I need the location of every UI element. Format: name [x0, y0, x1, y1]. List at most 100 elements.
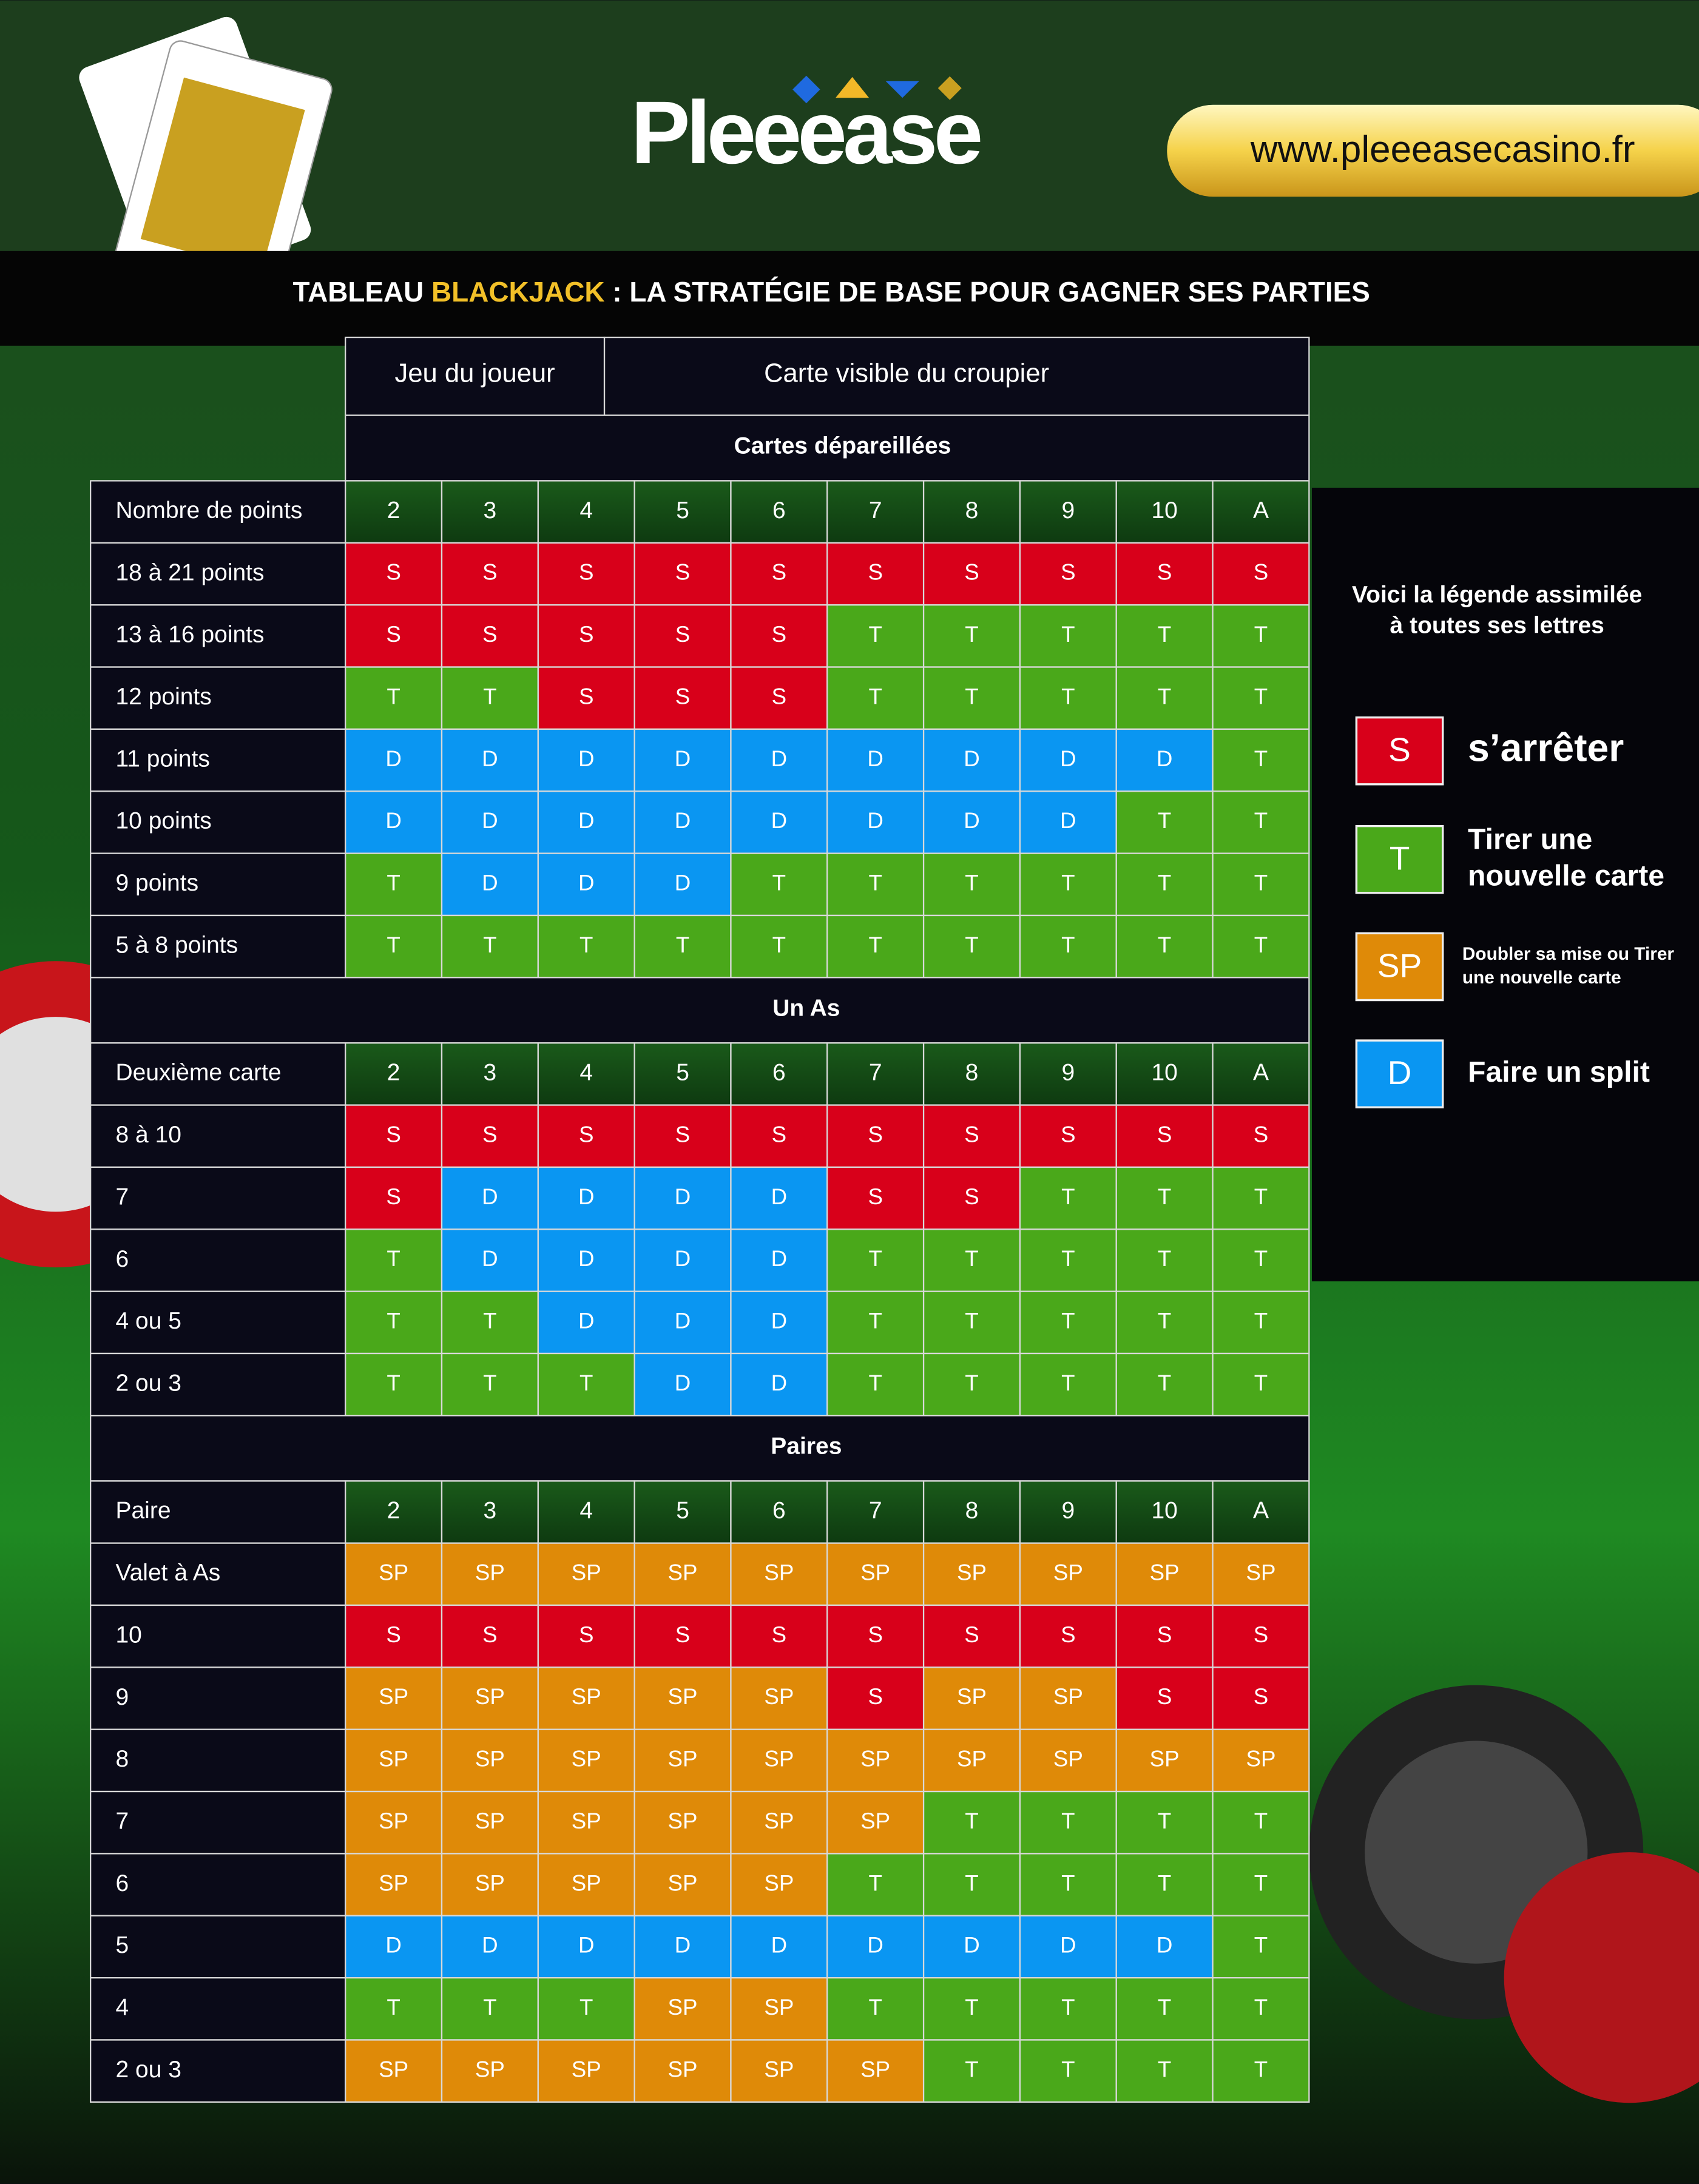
action-code: D: [771, 808, 788, 833]
action-cell: [730, 1104, 828, 1168]
action-cell: [441, 1290, 539, 1355]
action-code: T: [387, 1309, 400, 1333]
row-header: Nombre de points: [115, 497, 302, 524]
action-cell: [1115, 2039, 1214, 2103]
row-label-cell: [90, 790, 346, 854]
row-label-cell: [90, 1728, 346, 1793]
action-code: T: [772, 932, 786, 957]
action-code: T: [868, 932, 882, 957]
action-code: T: [387, 1370, 400, 1395]
dealer-card-cell: [922, 1480, 1021, 1544]
dealer-card-cell: [633, 1042, 732, 1106]
dealer-card: 7: [869, 1498, 882, 1524]
action-cell: [1019, 852, 1117, 917]
action-code: D: [771, 1246, 788, 1271]
dealer-card-cell: [537, 1042, 635, 1106]
action-code: SP: [475, 1560, 505, 1585]
action-cell: [922, 1290, 1021, 1355]
section-row: [90, 1415, 1310, 1482]
action-code: D: [578, 808, 595, 833]
action-code: SP: [668, 2057, 698, 2081]
row-label: 6: [115, 1870, 129, 1896]
action-code: D: [1157, 1933, 1173, 1958]
action-code: D: [771, 1933, 788, 1958]
action-cell: [922, 914, 1021, 979]
action-cell: [826, 1667, 925, 1730]
action-cell: [441, 604, 539, 668]
action-cell: [1019, 914, 1117, 979]
action-code: T: [387, 1246, 400, 1271]
action-cell: [1212, 728, 1310, 792]
action-cell: [1019, 1977, 1117, 2041]
row-label-cell: [90, 1604, 346, 1668]
action-code: S: [772, 1122, 787, 1147]
title-bar: [0, 251, 1699, 346]
dealer-card: 6: [772, 497, 786, 524]
action-code: T: [1158, 808, 1171, 833]
action-code: S: [868, 1622, 883, 1647]
action-cell: [1115, 914, 1214, 979]
action-code: T: [1061, 1370, 1075, 1395]
action-code: T: [1254, 1933, 1268, 1958]
url[interactable]: www.pleeeasecasino.fr: [1250, 129, 1635, 170]
action-code: S: [386, 1622, 400, 1647]
dealer-card: 4: [579, 497, 593, 524]
action-cell: [1115, 1604, 1214, 1668]
action-cell: [1212, 1104, 1310, 1168]
action-cell: [1212, 1604, 1310, 1668]
dealer-card: 8: [965, 1498, 979, 1524]
action-code: SP: [764, 1870, 794, 1895]
action-cell: [1019, 728, 1117, 792]
action-cell: [826, 1228, 925, 1292]
action-cell: [345, 1667, 443, 1730]
action-code: S: [964, 560, 979, 585]
action-cell: [730, 1667, 828, 1730]
action-cell: [633, 1228, 732, 1292]
action-cell: [1115, 1915, 1214, 1979]
action-code: SP: [475, 1684, 505, 1709]
action-cell: [633, 666, 732, 730]
action-cell: [345, 914, 443, 979]
title-part: TABLEAU: [292, 276, 431, 308]
row-label: 10: [115, 1622, 141, 1648]
action-code: S: [1061, 1122, 1076, 1147]
dealer-card-cell: [441, 1042, 539, 1106]
action-cell: [1019, 1104, 1117, 1168]
action-cell: [345, 1915, 443, 1979]
action-cell: [1115, 1853, 1214, 1916]
url-pill[interactable]: [1167, 104, 1699, 197]
action-code: S: [1254, 1684, 1269, 1709]
action-cell: [633, 1728, 732, 1793]
action-cell: [1019, 1790, 1117, 1855]
action-cell: [826, 604, 925, 668]
action-code: S: [964, 1122, 979, 1147]
action-code: S: [1061, 1622, 1076, 1647]
action-code: D: [482, 1184, 498, 1209]
action-cell: [730, 1352, 828, 1417]
action-cell: [730, 790, 828, 854]
row-label-cell: [90, 1542, 346, 1606]
action-code: D: [578, 1309, 595, 1333]
action-code: SP: [572, 1808, 601, 1833]
action-code: T: [1158, 1370, 1171, 1395]
action-code: T: [1061, 1184, 1075, 1209]
action-code: D: [675, 746, 691, 771]
action-code: T: [1158, 622, 1171, 647]
action-cell: [1115, 1728, 1214, 1793]
action-code: SP: [860, 1808, 890, 1833]
action-code: S: [1157, 1622, 1172, 1647]
action-code: D: [964, 808, 980, 833]
action-cell: [537, 2039, 635, 2103]
row-header: Deuxième carte: [115, 1060, 281, 1086]
action-cell: [1019, 2039, 1117, 2103]
legend-code: S: [1388, 731, 1411, 769]
action-code: T: [387, 932, 400, 957]
action-cell: [537, 790, 635, 854]
action-cell: [345, 2039, 443, 2103]
row-label-cell: [90, 1290, 346, 1355]
action-cell: [537, 1542, 635, 1606]
row-label: 4 ou 5: [115, 1308, 181, 1334]
action-code: T: [579, 1370, 593, 1395]
dealer-card-cell: [826, 1042, 925, 1106]
